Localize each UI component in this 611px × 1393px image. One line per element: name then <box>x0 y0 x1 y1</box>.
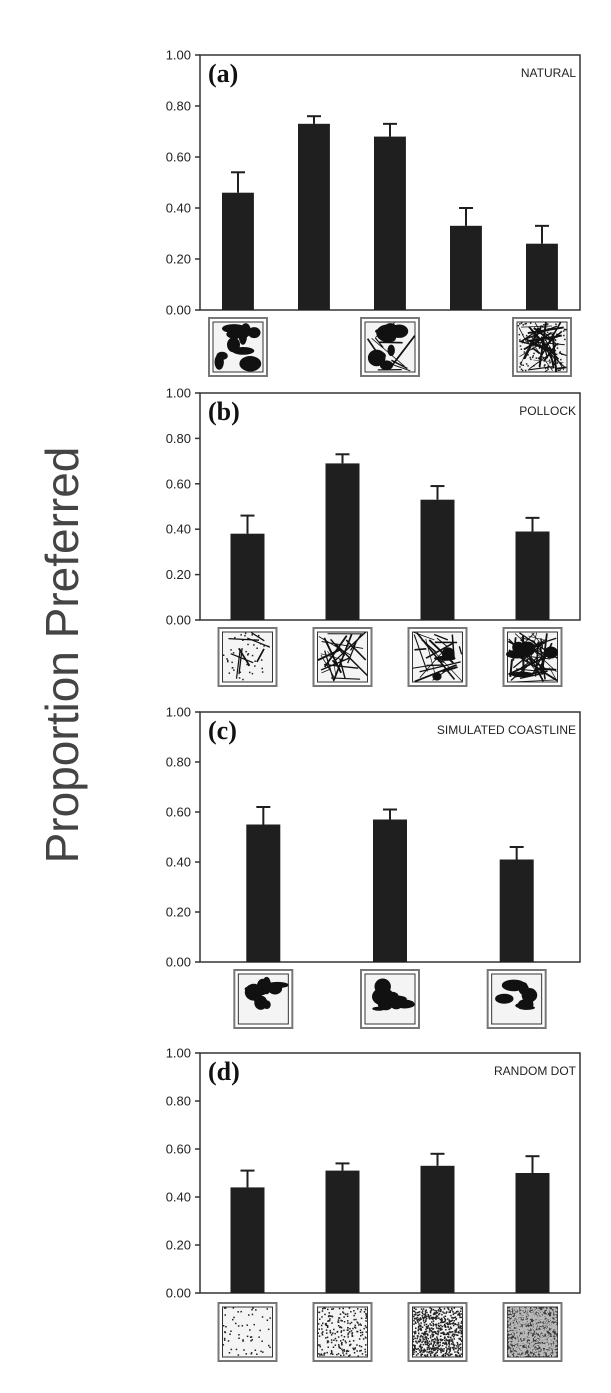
bar <box>222 192 254 310</box>
bar <box>499 859 534 962</box>
y-tick-label: 1.00 <box>166 1046 191 1061</box>
chart-panel: 0.00 0.20 0.40 0.60 0.80 1.00 (a) NATURAL <box>166 48 581 377</box>
panel-title: POLLOCK <box>519 404 576 418</box>
y-tick-label: 0.20 <box>166 252 191 267</box>
panel-letter: (d) <box>208 1057 240 1086</box>
panel-title: SIMULATED COASTLINE <box>437 723 576 737</box>
bar <box>325 463 360 620</box>
y-tick-label: 0.00 <box>166 303 191 318</box>
panel-letter: (b) <box>208 397 240 426</box>
y-tick-label: 0.00 <box>166 613 191 628</box>
y-tick-label: 0.80 <box>166 1094 191 1109</box>
bar <box>325 1170 360 1293</box>
thumbnail-pattern <box>516 321 568 373</box>
y-tick-label: 0.60 <box>166 150 191 165</box>
chart-panel: 0.00 0.20 0.40 0.60 0.80 1.00 (d) RANDOM DOT <box>166 1046 581 1362</box>
thumbnail-pattern <box>364 321 416 373</box>
y-tick-label: 0.00 <box>166 955 191 970</box>
y-tick-label: 1.00 <box>166 48 191 63</box>
thumbnail-pattern <box>412 631 463 683</box>
chart-panel: 0.00 0.20 0.40 0.60 0.80 1.00 (c) SIMULATED COA… <box>166 705 581 1029</box>
bar <box>246 824 281 962</box>
thumbnail-pattern <box>317 631 368 683</box>
bar <box>373 819 407 962</box>
y-tick-label: 0.80 <box>166 99 191 114</box>
bar <box>230 533 265 620</box>
y-tick-label: 0.40 <box>166 522 191 537</box>
y-tick-label: 0.20 <box>166 905 191 920</box>
y-tick-label: 0.40 <box>166 1190 191 1205</box>
y-tick-label: 0.40 <box>166 201 191 216</box>
thumbnail-pattern <box>364 973 416 1025</box>
y-tick-label: 0.60 <box>166 476 191 491</box>
bar <box>526 243 558 310</box>
panel-title: RANDOM DOT <box>494 1064 577 1078</box>
thumbnail-pattern <box>212 321 264 373</box>
panel-letter: (a) <box>208 59 238 88</box>
y-tick-label: 0.00 <box>166 1286 191 1301</box>
thumbnail-pattern <box>222 631 273 683</box>
y-tick-label: 0.20 <box>166 1238 191 1253</box>
panel-title: NATURAL <box>521 66 576 80</box>
y-tick-label: 0.80 <box>166 431 191 446</box>
panel-letter: (c) <box>208 716 237 745</box>
bar <box>420 1165 455 1293</box>
chart-panel: 0.00 0.20 0.40 0.60 0.80 1.00 (b) POLLOCK <box>166 386 581 687</box>
panels-group: 0.000.200.400.600.801.00(a) NATURAL0.000.… <box>166 48 581 1362</box>
thumbnail-pattern <box>507 1306 558 1358</box>
bar <box>515 531 550 620</box>
thumbnail-pattern <box>237 973 289 1025</box>
thumbnail-pattern <box>491 973 543 1025</box>
thumbnail-pattern <box>506 631 558 683</box>
y-tick-label: 0.80 <box>166 755 191 770</box>
y-tick-label: 0.20 <box>166 567 191 582</box>
y-tick-label: 0.60 <box>166 805 191 820</box>
y-tick-label: 0.60 <box>166 1142 191 1157</box>
bar <box>230 1187 265 1293</box>
bar <box>298 123 330 310</box>
bar <box>420 499 455 620</box>
thumbnail-pattern <box>317 1306 368 1358</box>
bar <box>450 225 482 310</box>
y-axis-label: Proportion Preferred <box>36 447 88 864</box>
thumbnail-pattern <box>412 1306 463 1358</box>
y-tick-label: 1.00 <box>166 705 191 720</box>
thumbnail-pattern <box>222 1306 273 1358</box>
y-tick-label: 1.00 <box>166 386 191 401</box>
plot-frame <box>199 392 581 621</box>
bar <box>374 136 406 310</box>
bar <box>515 1173 550 1293</box>
y-tick-label: 0.40 <box>166 855 191 870</box>
plot-frame <box>199 1052 581 1294</box>
